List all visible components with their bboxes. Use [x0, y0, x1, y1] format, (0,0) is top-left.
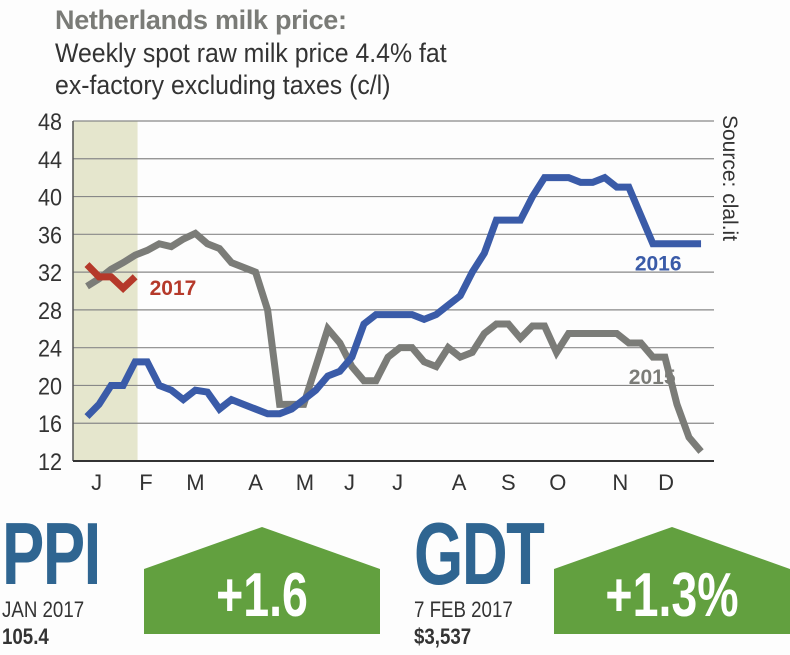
y-tick-label: 24 [38, 335, 62, 362]
chart-subtitle: Weekly spot raw milk price 4.4% fat ex-f… [55, 37, 447, 101]
source-note: Source: clal.it [718, 115, 741, 241]
series-label-2015: 2015 [629, 366, 676, 389]
highlight-band [73, 121, 138, 461]
series-line-2016 [84, 173, 702, 420]
series-line-2015 [85, 229, 704, 454]
series-label-2017: 2017 [150, 277, 197, 300]
y-tick-label: 12 [38, 448, 62, 475]
x-tick-label: M [296, 470, 314, 495]
series-label-2016: 2016 [635, 253, 682, 276]
gdt-change: +1.3% [605, 561, 739, 630]
x-tick-label: N [612, 470, 628, 495]
y-tick-label: 32 [38, 259, 62, 286]
y-tick-label: 36 [38, 221, 62, 248]
ppi-change-arrow: +1.6 [144, 527, 380, 634]
x-tick-label: J [392, 470, 403, 495]
y-tick-label: 28 [38, 297, 62, 324]
gdt-change-arrow: +1.3% [554, 527, 790, 634]
x-tick-label: J [344, 470, 355, 495]
x-tick-label: J [91, 470, 102, 495]
subtitle-line-2: ex-factory excluding taxes (c/l) [55, 70, 391, 100]
ppi-heading: PPI [2, 504, 101, 603]
y-tick-label: 48 [38, 108, 62, 135]
x-tick-label: F [139, 470, 152, 495]
y-tick-label: 16 [38, 410, 62, 437]
subtitle-line-1: Weekly spot raw milk price 4.4% fat [55, 38, 447, 68]
x-tick-label: M [186, 470, 204, 495]
gdt-value: $3,537 [414, 624, 472, 649]
chart-title: Netherlands milk price: [55, 5, 347, 35]
x-tick-label: O [549, 470, 566, 495]
y-tick-label: 40 [38, 183, 62, 210]
x-tick-label: A [248, 470, 263, 495]
y-tick-label: 44 [38, 146, 62, 173]
milk-price-chart: 12 16 20 24 28 32 36 40 44 48 J F M A M J J A S O N D 2015 2016… [38, 108, 741, 495]
x-tick-label: A [452, 470, 467, 495]
ppi-date: JAN 2017 [2, 597, 85, 622]
gdt-date: 7 FEB 2017 [414, 597, 513, 622]
y-tick-label: 20 [38, 372, 62, 399]
ppi-value: 105.4 [2, 624, 49, 649]
gdt-heading: GDT [414, 504, 545, 603]
x-tick-label: D [658, 470, 674, 495]
x-tick-label: S [501, 470, 516, 495]
ppi-change: +1.6 [216, 561, 308, 630]
